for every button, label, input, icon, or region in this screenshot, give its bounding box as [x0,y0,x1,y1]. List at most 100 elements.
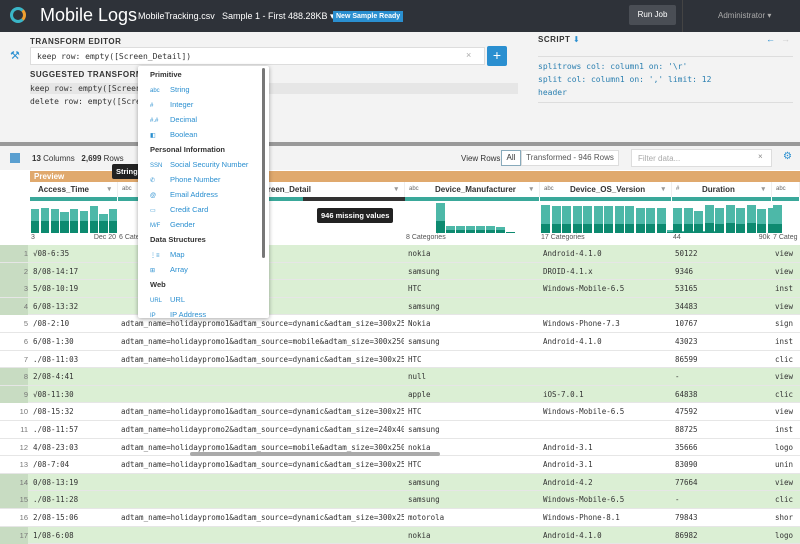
suggestion-item[interactable]: delete row: empty([Scree [30,97,146,106]
tools-icon[interactable]: ⚒ [10,50,20,62]
table-cell[interactable]: Windows-Phone-7.3 [543,319,620,329]
table-cell[interactable]: nokia [408,442,431,452]
column-header[interactable]: # Duration ▾ [672,182,772,197]
table-cell[interactable]: view [775,477,794,487]
table-cell[interactable]: Windows-Mobile-6.5 [543,284,625,294]
menu-item-string[interactable]: abc String [150,85,190,94]
table-cell[interactable]: - [675,495,680,505]
table-cell[interactable]: adtam_name=holidaypromo1&adtam_source=dy… [121,319,404,329]
menu-item-credit-card[interactable]: ▭ Credit Card [150,205,208,214]
menu-item-boolean[interactable]: ◧ Boolean [150,130,198,139]
run-job-button[interactable]: Run Job [629,5,676,25]
table-row[interactable]: 11 ./08-11:57 adtam_name=holidaypromo2&adt… [0,421,800,439]
table-cell[interactable]: nokia [408,530,431,540]
menu-item-integer[interactable]: # Integer [150,100,193,109]
table-cell[interactable]: adtam_name=holidaypromo2&adtam_source=dy… [121,425,404,434]
table-cell[interactable]: Windows-Mobile-6.5 [543,407,625,417]
table-row[interactable]: 3 5/08-10:19 HTC Windows-Mobile-6.5 53165 ins… [0,280,800,298]
table-row[interactable]: 14 0/08-13:19 samsung Android-4.2 77664 view [0,473,800,492]
column-header[interactable]: Access_Time ▾ [30,182,118,197]
table-cell[interactable]: Android-3.1 [543,442,593,452]
table-cell[interactable]: adtam_name=holidaypromo1&adtam_source=dy… [121,513,404,522]
table-row[interactable]: 17 1/08-6:08 nokia Android-4.1.0 86982 logo [0,526,800,544]
histogram-bar[interactable] [625,206,634,233]
table-cell[interactable]: Android-4.2 [543,477,593,487]
table-cell[interactable]: 9346 [675,266,694,276]
table-cell[interactable]: inst [775,284,794,294]
redo-icon[interactable]: → [781,34,790,44]
histogram-bar[interactable] [583,206,592,233]
grid-view-icon[interactable] [10,153,20,163]
column-menu-chevron-icon[interactable]: ▾ [529,186,533,193]
histogram-bar[interactable] [673,207,682,233]
user-menu[interactable]: Administrator ▾ [718,11,772,20]
script-line[interactable]: splitrows col: column1 on: '\r' [538,62,688,71]
table-cell[interactable]: 35666 [675,442,698,452]
table-row[interactable]: 5/08-2:10 adtam_name=holidaypromo1&adtam_… [0,315,800,333]
column-menu-chevron-icon[interactable]: ▾ [394,186,398,193]
table-cell[interactable]: logo [775,442,794,452]
histogram-bar[interactable] [541,204,550,233]
table-cell[interactable]: ./08-11:03 [33,354,79,364]
histogram-bar[interactable] [572,206,582,233]
table-cell[interactable]: 1/08-6:08 [33,530,74,540]
table-cell[interactable]: 50122 [675,249,698,258]
menu-item-ip-address[interactable]: IP IP Address [150,310,206,318]
table-row[interactable]: 1 √08-6:35 nokia Android-4.1.0 50122 view [0,245,800,263]
histogram-bar[interactable] [31,209,40,233]
column-menu-chevron-icon[interactable]: ▾ [761,186,765,193]
table-cell[interactable]: /08-15:32 [33,407,74,417]
table-cell[interactable]: 64838 [675,389,698,399]
table-cell[interactable]: 10767 [675,319,698,329]
table-cell[interactable]: HTC [408,284,422,294]
histogram-bar[interactable] [50,209,59,233]
table-row[interactable]: 10/08-15:32 adtam_name=holidaypromo1&adta… [0,403,800,421]
histogram-bar[interactable] [614,206,624,233]
histogram-bar[interactable] [89,206,98,233]
histogram-bar[interactable] [486,225,495,233]
sample-dropdown[interactable]: Sample 1 - First 488.28KB ▾ [222,11,335,21]
histogram-bar[interactable] [476,225,485,233]
histogram-bar[interactable] [709,230,718,233]
table-cell[interactable]: 2/08-15:06 [33,513,79,522]
histogram-bar[interactable] [725,204,735,233]
table-cell[interactable]: unin [775,460,794,470]
table-cell[interactable]: clic [775,495,794,505]
histogram-bar[interactable] [715,207,724,233]
table-cell[interactable]: null [408,372,427,382]
column-header[interactable]: abc Device_OS_Version ▾ [540,182,672,197]
clear-icon[interactable]: × [466,50,472,60]
histogram-bar[interactable] [109,209,118,233]
table-row[interactable]: 7 ./08-11:03 adtam_name=holidaypromo1&adta… [0,351,800,369]
histogram-bar[interactable] [677,230,687,233]
table-cell[interactable]: samsung [408,495,440,505]
column-type-icon[interactable]: abc [544,186,554,192]
table-cell[interactable]: HTC [408,460,422,470]
panel-resize-handle[interactable] [0,142,800,146]
table-cell[interactable]: shor [775,513,794,522]
histogram-bar[interactable] [667,230,676,233]
table-cell[interactable]: iOS-7.0.1 [543,389,584,399]
table-cell[interactable]: Android-3.1 [543,460,593,470]
histogram-bar[interactable] [746,204,756,233]
table-cell[interactable]: inst [775,425,794,434]
view-all-button[interactable]: All [501,150,521,166]
menu-item-map[interactable]: ⋮≡ Map [150,250,185,259]
menu-item-url[interactable]: URL URL [150,295,185,304]
table-row[interactable]: 15 ./08-11:28 samsung Windows-Mobile-6.5 - cl… [0,491,800,509]
add-transform-button[interactable]: + [487,46,507,66]
table-cell[interactable]: √08-11:30 [33,389,74,399]
table-cell[interactable]: 6/08-1:30 [33,337,74,346]
table-cell[interactable]: 77664 [675,477,698,487]
table-cell[interactable]: apple [408,389,431,399]
table-row[interactable]: 8 2/08-4:41 null - view [0,368,800,386]
table-row[interactable]: 4 6/08-13:32 samsung 34483 view [0,297,800,316]
column-menu-chevron-icon[interactable]: ▾ [661,186,665,193]
menu-item-decimal[interactable]: #.# Decimal [150,115,197,124]
histogram-bar[interactable] [466,225,475,233]
table-cell[interactable]: logo [775,530,794,540]
table-cell[interactable]: 6/08-13:32 [33,301,79,311]
column-menu-chevron-icon[interactable]: ▾ [107,186,111,193]
menu-item-phone-number[interactable]: ✆ Phone Number [150,175,220,184]
histogram-bar[interactable] [593,206,603,233]
